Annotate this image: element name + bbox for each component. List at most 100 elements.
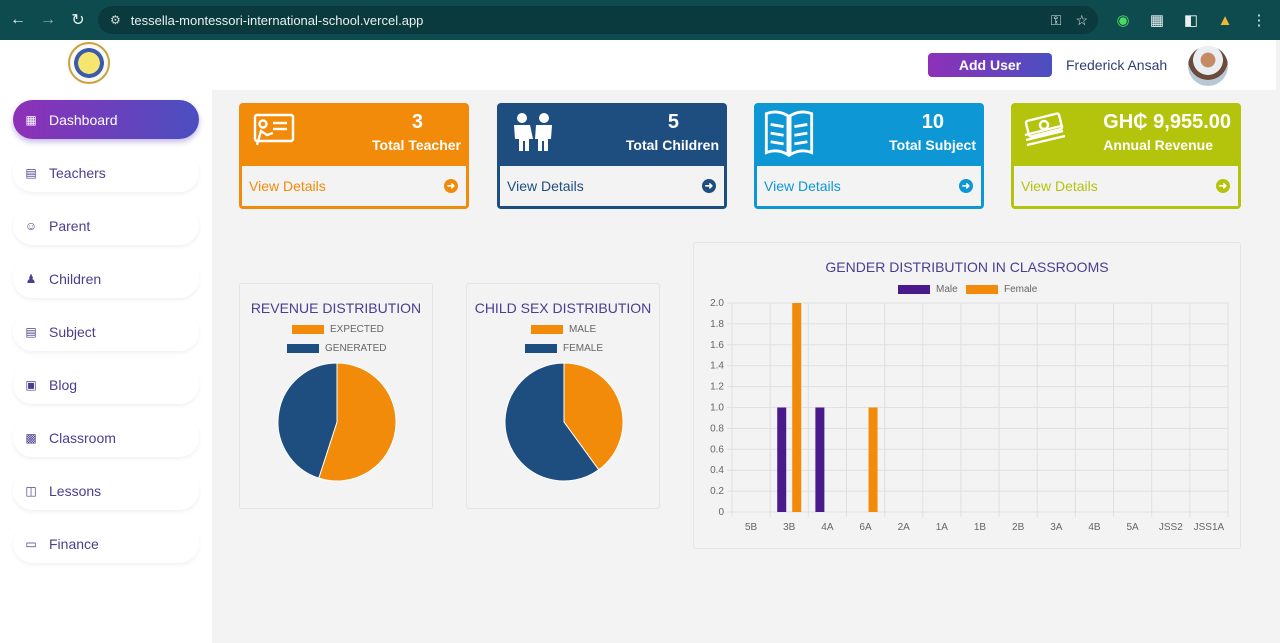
x-tick-label: 3A (1050, 522, 1063, 533)
card-total-subject: 10 Total Subject View Details ➜ (754, 103, 984, 209)
view-details-label: View Details (507, 178, 584, 194)
sidebar-item-blog[interactable]: ▣ Blog (13, 365, 199, 404)
view-details-link[interactable]: View Details ➜ (757, 166, 981, 206)
x-tick-label: 1B (974, 522, 987, 533)
sidebar-item-children[interactable]: ♟ Children (13, 259, 199, 298)
sex-pie-chart (504, 362, 624, 482)
sidebar-item-subject[interactable]: ▤ Subject (13, 312, 199, 351)
key-icon[interactable]: ⚿ (1050, 12, 1062, 28)
legend-swatch (898, 285, 930, 294)
pie-slice-expected[interactable] (318, 362, 397, 482)
site-info-icon[interactable]: ⚙ (110, 13, 121, 27)
address-bar[interactable]: ⚙ tessella-montessori-international-scho… (98, 6, 1098, 34)
teacher-board-icon (253, 113, 295, 146)
card-value: 3 (411, 111, 423, 133)
pie-slice-female[interactable] (504, 362, 600, 482)
legend-swatch (525, 344, 557, 353)
bar-male-3b[interactable] (777, 407, 787, 513)
legend-label: GENERATED (325, 343, 387, 354)
legend-item-generated[interactable]: GENERATED (287, 343, 387, 354)
bar-female-6a[interactable] (868, 407, 878, 513)
card-label: Total Teacher (372, 137, 461, 153)
add-user-button[interactable]: Add User (928, 53, 1052, 77)
avatar[interactable] (1188, 46, 1228, 86)
money-stack-icon (1024, 112, 1066, 147)
sidebar-item-label: Parent (49, 217, 91, 234)
sidebar-item-lessons[interactable]: ◫ Lessons (13, 471, 199, 510)
y-tick-label: 1.0 (710, 403, 724, 414)
card-label: Total Children (625, 137, 719, 153)
sidebar: ▦ Dashboard ▤ Teachers ☺ Parent ♟ Childr… (0, 90, 212, 643)
x-tick-label: 2B (1012, 522, 1025, 533)
back-icon[interactable]: ← (10, 11, 26, 28)
extensions-puzzle-icon[interactable]: ▦ (1149, 12, 1165, 29)
parent-icon: ☺ (24, 218, 38, 233)
sex-chart-title: CHILD SEX DISTRIBUTION (474, 300, 652, 316)
user-name: Frederick Ansah (1066, 57, 1168, 73)
y-tick-label: 1.2 (710, 382, 724, 393)
browser-toolbar: ← → ↻ ⚙ tessella-montessori-internationa… (0, 0, 1280, 40)
x-tick-label: 4B (1088, 522, 1101, 533)
forward-icon[interactable]: → (40, 11, 56, 28)
sidebar-item-parent[interactable]: ☺ Parent (13, 206, 199, 245)
extension-record-icon[interactable]: ◉ (1116, 12, 1130, 29)
sidebar-item-teachers[interactable]: ▤ Teachers (13, 153, 199, 192)
card-value: 10 (921, 111, 944, 133)
gender-chart-title: GENDER DISTRIBUTION IN CLASSROOMS (825, 259, 1109, 275)
view-details-link[interactable]: View Details ➜ (1014, 166, 1238, 206)
y-tick-label: 1.4 (710, 361, 724, 372)
legend-swatch (292, 325, 324, 334)
revenue-pie-chart (277, 362, 397, 482)
sidebar-item-finance[interactable]: ▭ Finance (13, 524, 199, 563)
teachers-icon: ▤ (25, 165, 37, 180)
view-details-label: View Details (1021, 178, 1098, 194)
card-label: Annual Revenue (1103, 137, 1213, 153)
view-details-label: View Details (249, 178, 326, 194)
arrow-right-icon: ➜ (702, 179, 716, 193)
sidebar-item-label: Dashboard (49, 111, 118, 128)
pie-slice-generated[interactable] (277, 362, 338, 479)
legend-item-female[interactable]: Female (966, 284, 1037, 295)
y-tick-label: 2.0 (710, 298, 724, 309)
card-label: Total Subject (889, 137, 976, 153)
x-tick-label: 5B (745, 522, 758, 533)
bookmark-star-icon[interactable]: ☆ (1075, 12, 1088, 28)
x-tick-label: 6A (859, 522, 872, 533)
legend-item-male[interactable]: MALE (531, 324, 596, 335)
sidebar-item-classroom[interactable]: ▩ Classroom (13, 418, 199, 457)
classroom-icon: ▩ (25, 430, 37, 445)
bar-female-3b[interactable] (792, 303, 802, 512)
reload-icon[interactable]: ↻ (71, 12, 85, 29)
side-panel-icon[interactable]: ◧ (1183, 12, 1199, 29)
legend-swatch (531, 325, 563, 334)
menu-kebab-icon[interactable]: ⋮ (1251, 12, 1267, 29)
sidebar-item-dashboard[interactable]: ▦ Dashboard (13, 100, 199, 139)
card-total-teacher: 3 Total Teacher View Details ➜ (239, 103, 469, 209)
x-tick-label: 5A (1126, 522, 1139, 533)
legend-swatch (287, 344, 319, 353)
x-tick-label: 1A (936, 522, 949, 533)
sidebar-item-label: Children (49, 270, 102, 287)
pie-slice-male[interactable] (563, 362, 624, 471)
legend-label: MALE (569, 324, 597, 335)
school-logo (68, 42, 110, 84)
gender-distribution-panel: GENDER DISTRIBUTION IN CLASSROOMS Male F… (693, 242, 1241, 549)
legend-label: Male (936, 284, 958, 295)
book-icon (764, 110, 814, 158)
view-details-link[interactable]: View Details ➜ (242, 166, 466, 206)
legend-item-male[interactable]: Male (898, 284, 958, 295)
legend-item-expected[interactable]: EXPECTED (292, 324, 384, 335)
sidebar-item-label: Finance (49, 535, 99, 552)
card-total-children: 5 Total Children View Details ➜ (497, 103, 727, 209)
finance-icon: ▭ (25, 536, 37, 551)
card-value: 5 (667, 111, 679, 133)
legend-item-female[interactable]: FEMALE (525, 343, 603, 354)
bar-male-4a[interactable] (815, 407, 825, 513)
y-tick-label: 0.8 (710, 423, 724, 434)
profile-icon[interactable]: ▲ (1217, 11, 1233, 29)
legend-swatch (966, 285, 998, 294)
legend-label: FEMALE (563, 343, 604, 354)
view-details-link[interactable]: View Details ➜ (500, 166, 724, 206)
y-tick-label: 0.6 (710, 444, 724, 455)
arrow-right-icon: ➜ (1216, 179, 1230, 193)
